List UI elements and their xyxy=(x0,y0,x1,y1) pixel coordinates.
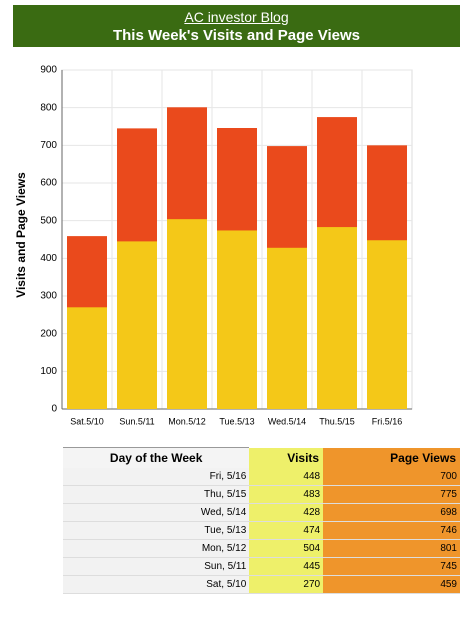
x-tick-label: Thu.5/15 xyxy=(319,416,355,426)
table-cell: Fri, 5/16 xyxy=(63,468,250,486)
table-cell: 700 xyxy=(323,468,460,486)
bar xyxy=(267,247,307,409)
header-title: This Week's Visits and Page Views xyxy=(112,27,361,44)
table-cell: 428 xyxy=(249,503,324,522)
y-axis-label: Visits and Page Views xyxy=(14,172,28,298)
y-tick-label: 0 xyxy=(51,404,57,415)
table-cell: 775 xyxy=(323,485,460,504)
table-cell: 745 xyxy=(323,557,460,576)
table-row: Mon, 5/12 504 801 xyxy=(63,539,460,558)
table-cell: Tue, 5/13 xyxy=(63,521,250,540)
bar xyxy=(317,227,357,409)
x-tick-label: Wed.5/14 xyxy=(268,416,306,426)
y-tick-label: 300 xyxy=(40,291,57,302)
table-cell: Wed, 5/14 xyxy=(63,503,250,522)
x-tick-label: Sat.5/10 xyxy=(70,416,104,426)
y-tick-label: 500 xyxy=(40,215,57,226)
x-tick-label: Fri.5/16 xyxy=(372,416,403,426)
x-tick-label: Mon.5/12 xyxy=(168,416,206,426)
x-tick-label: Sun.5/11 xyxy=(119,416,154,426)
table-cell: 474 xyxy=(249,521,324,540)
y-tick-label: 700 xyxy=(40,140,57,151)
table-cell: Sun, 5/11 xyxy=(63,557,250,576)
bar xyxy=(217,230,257,409)
column-header: Visits xyxy=(249,447,324,468)
y-tick-label: 600 xyxy=(40,178,57,189)
table-row: Thu, 5/15 483 775 xyxy=(63,485,460,504)
y-tick-label: 800 xyxy=(40,102,57,113)
table-row: Sun, 5/11 445 745 xyxy=(63,557,460,576)
column-header: Page Views xyxy=(323,447,460,468)
y-tick-label: 900 xyxy=(40,65,57,76)
table-cell: 801 xyxy=(323,539,460,558)
table-cell: Mon, 5/12 xyxy=(63,539,250,558)
table-cell: 483 xyxy=(249,485,324,504)
blog-link[interactable]: AC investor Blog xyxy=(184,9,289,25)
header-row: Day of the Week Visits Page Views xyxy=(63,447,460,468)
table-cell: Sat, 5/10 xyxy=(63,575,250,594)
table-cell: 746 xyxy=(323,521,460,540)
table-cell: 270 xyxy=(249,575,324,594)
table-cell: 448 xyxy=(249,468,324,486)
bar xyxy=(117,241,157,409)
y-tick-label: 200 xyxy=(40,328,57,339)
table-row: Tue, 5/13 474 746 xyxy=(63,521,460,540)
y-tick-label: 400 xyxy=(40,253,57,264)
y-tick-label: 100 xyxy=(40,366,57,377)
table-cell: 445 xyxy=(249,557,324,576)
table-row: Wed, 5/14 428 698 xyxy=(63,503,460,522)
table-cell: Thu, 5/15 xyxy=(63,485,250,504)
bar xyxy=(367,240,407,409)
bar xyxy=(67,307,107,409)
table-row: Fri, 5/16 448 700 xyxy=(63,468,460,486)
header: AC investor Blog This Week's Visits and … xyxy=(13,5,460,47)
x-tick-label: Tue.5/13 xyxy=(219,416,254,426)
table-row: Sat, 5/10 270 459 xyxy=(63,575,460,594)
table-cell: 698 xyxy=(323,503,460,522)
bar xyxy=(167,219,207,409)
table-cell: 459 xyxy=(323,575,460,594)
data-table: Day of the Week Visits Page Views Fri, 5/16… xyxy=(63,447,460,594)
chart: Visits and Page Views 0 100 200 300 400 500 60… xyxy=(14,65,413,426)
table-cell: 504 xyxy=(249,539,324,558)
column-header: Day of the Week xyxy=(63,447,250,468)
